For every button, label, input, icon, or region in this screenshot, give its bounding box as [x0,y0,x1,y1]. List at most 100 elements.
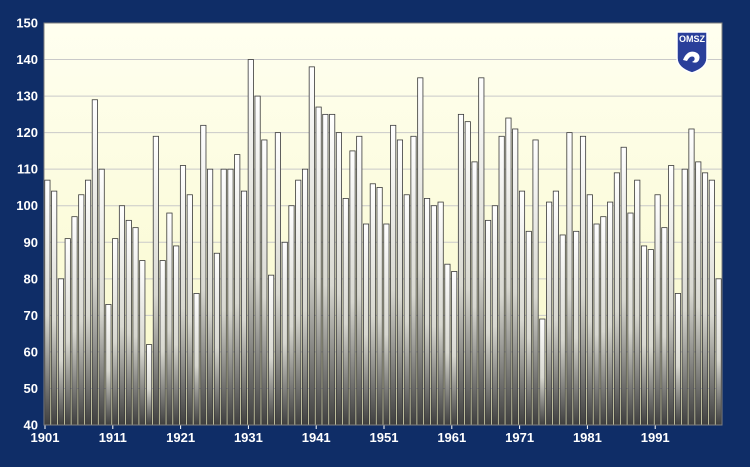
bar-1920 [173,245,180,426]
y-tick-label: 150 [16,16,38,31]
bar-1990 [647,249,654,426]
bar-1915 [139,260,146,426]
bar-1917 [152,135,159,426]
bar-1901 [44,179,51,426]
bar-1997 [695,161,702,426]
bar-1968 [498,135,505,426]
bar-1982 [593,223,600,426]
bar-1912 [118,205,126,426]
y-tick-label: 110 [17,162,38,177]
bar-1924 [200,124,207,426]
bar-1965 [478,77,485,426]
bar-1950 [376,187,383,426]
bar-1970 [512,128,519,426]
bar-1928 [227,168,234,426]
y-tick-label: 60 [24,344,38,359]
bar-1995 [681,168,688,426]
bar-1941 [315,106,322,426]
bar-1952 [390,124,397,426]
bar-1911 [112,238,119,426]
plot-frame [43,22,723,426]
bar-1907 [85,179,92,426]
bar-1961 [451,271,458,426]
bar-1994 [674,293,681,426]
x-tick-label: 1951 [370,430,399,445]
bar-1980 [579,135,587,426]
bar-1973 [532,139,539,426]
bar-1960 [444,263,451,426]
bar-1978 [566,132,573,426]
bar-1903 [57,278,65,426]
y-tick-label: 140 [16,52,38,67]
bar-1940 [308,66,315,426]
bar-1909 [98,168,105,426]
x-tick-label: 1991 [641,430,670,445]
bar-1931 [247,59,254,426]
bar-1949 [369,183,376,426]
plot-area [44,23,722,425]
bar-1910 [105,303,112,426]
bar-1977 [559,234,566,426]
bar-1986 [620,146,627,426]
bar-1992 [661,227,668,426]
bar-1905 [71,216,78,426]
bar-1908 [91,99,98,426]
bar-1938 [295,179,302,426]
bar-1913 [125,219,132,426]
y-tick-label: 80 [24,271,38,286]
bar-1976 [552,190,559,426]
bar-1947 [356,135,363,426]
bar-1948 [363,223,370,426]
bar-2000 [715,278,722,426]
y-tick-label: 130 [16,89,38,104]
x-tick-label: 1961 [437,430,466,445]
bar-1933 [261,139,268,426]
bar-1975 [546,201,553,426]
x-tick-label: 1981 [573,430,602,445]
bar-1989 [640,245,648,426]
x-tick-label: 1971 [505,430,534,445]
bar-1981 [586,194,593,426]
bar-1958 [430,205,437,426]
bar-1956 [417,77,424,426]
bar-1963 [464,121,471,426]
bar-1935 [274,132,281,426]
x-tick-label: 1921 [166,430,195,445]
bar-1943 [329,113,336,426]
bar-1979 [573,230,580,426]
bar-1998 [702,172,709,426]
bar-1932 [254,95,261,426]
bar-1957 [424,198,431,426]
y-tick-label: 90 [24,235,38,250]
bar-1993 [668,165,675,426]
y-tick-label: 100 [16,198,38,213]
x-tick-label: 1941 [302,430,331,445]
bar-1918 [159,260,166,426]
bar-1971 [518,190,526,426]
bar-1953 [396,139,403,426]
bar-1966 [485,219,492,426]
bar-1927 [220,168,227,426]
bar-1904 [64,238,71,426]
bar-1985 [613,172,620,426]
bar-1969 [505,117,512,426]
bar-1921 [179,165,187,426]
bar-1945 [342,198,349,426]
bar-1937 [288,205,295,426]
bar-1951 [383,223,390,426]
bar-1964 [471,161,478,426]
bar-1902 [51,190,58,426]
omsz-logo-icon: OMSZ [675,30,709,74]
bar-1906 [78,194,85,426]
bar-1999 [708,179,715,426]
bar-1955 [410,135,417,426]
bar-1967 [491,205,498,426]
x-tick-label: 1931 [234,430,263,445]
bar-1919 [166,212,173,426]
bar-1954 [403,194,410,426]
bar-1988 [634,179,641,426]
x-tick-label: 1911 [99,430,127,445]
bar-1929 [234,154,241,426]
y-tick-label: 120 [16,125,38,140]
